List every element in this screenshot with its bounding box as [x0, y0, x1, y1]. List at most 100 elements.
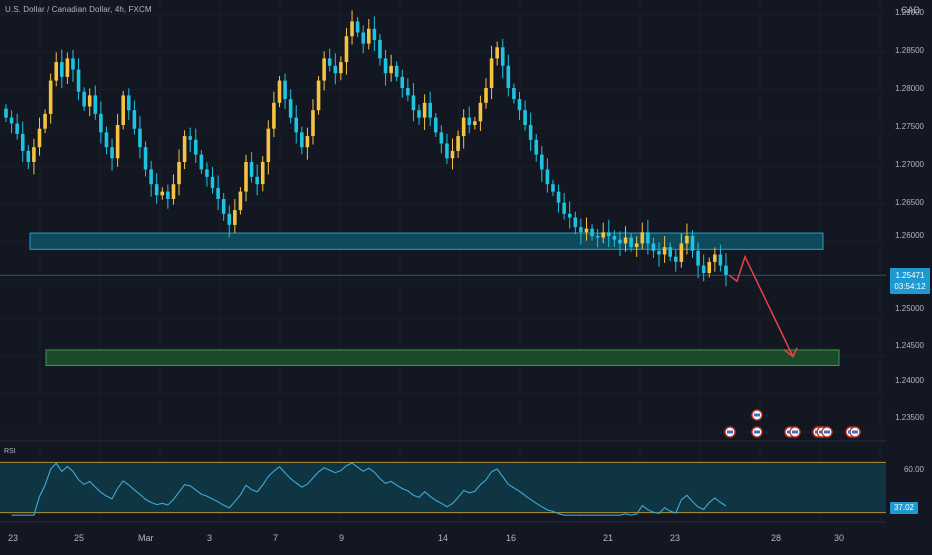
candle-down — [227, 213, 232, 225]
candle-down — [545, 169, 550, 185]
candle-down — [333, 65, 338, 74]
candle-down — [110, 147, 114, 159]
candle-down — [361, 32, 366, 44]
candle-up — [344, 36, 349, 63]
candle-down — [406, 88, 410, 96]
candle-down — [104, 132, 109, 148]
candle-down — [668, 247, 672, 257]
price-axis-label: 1.27500 — [895, 122, 924, 131]
candle-up — [707, 261, 712, 273]
candle-up — [484, 88, 488, 103]
candle-down — [433, 117, 438, 133]
date-axis-label: 23 — [8, 533, 19, 543]
candle-down — [612, 236, 617, 240]
candle-down — [221, 199, 226, 214]
candle-up — [87, 95, 92, 107]
candle-up — [272, 102, 276, 129]
rsi-level-label: 60.00 — [903, 465, 924, 474]
date-axis-label: 21 — [603, 533, 614, 543]
candle-down — [562, 202, 566, 214]
candle-up — [121, 95, 126, 125]
date-axis-label: 28 — [771, 533, 782, 543]
candle-down — [15, 123, 19, 134]
candle-up — [640, 232, 645, 244]
candle-down — [378, 39, 382, 59]
candle-down — [551, 184, 555, 192]
candle-down — [394, 65, 399, 77]
candle-up — [634, 243, 639, 248]
candle-down — [210, 176, 215, 188]
candle-down — [651, 243, 656, 251]
candle-down — [701, 265, 706, 273]
candle-down — [216, 187, 220, 199]
candle-down — [690, 236, 695, 251]
candle-up — [685, 236, 689, 244]
candle-down — [657, 250, 661, 255]
candle-down — [618, 239, 622, 244]
candle-up — [54, 62, 59, 81]
candle-down — [71, 58, 75, 70]
price-axis-label: 1.25000 — [895, 304, 924, 313]
price-axis-label: 1.28000 — [895, 84, 924, 93]
candle-down — [445, 143, 449, 159]
event-flag-icon — [727, 430, 733, 434]
candle-down — [76, 69, 81, 92]
candle-up — [461, 117, 466, 137]
candle-up — [339, 62, 343, 74]
candle-down — [517, 99, 522, 111]
candle-up — [65, 58, 70, 77]
candle-down — [400, 76, 405, 88]
date-axis-label: Mar — [138, 533, 154, 543]
candle-down — [673, 256, 678, 262]
candle-down — [132, 110, 137, 129]
candle-down — [512, 88, 516, 100]
candle-down — [355, 21, 360, 33]
candle-up — [495, 47, 499, 59]
candle-down — [138, 128, 142, 148]
candle-up — [662, 247, 667, 255]
support-zone — [45, 349, 840, 366]
date-axis-label: 23 — [670, 533, 681, 543]
candle-up — [322, 58, 326, 81]
candle-down — [93, 95, 98, 114]
candle-down — [646, 232, 650, 244]
candle-down — [567, 213, 572, 218]
current-price-badge: 1.25471 03:54:12 — [890, 268, 930, 294]
date-axis-label: 14 — [438, 533, 449, 543]
candle-down — [595, 236, 600, 238]
currency-label[interactable]: CAD — [900, 5, 920, 15]
candle-up — [160, 191, 165, 196]
candle-down — [718, 254, 723, 266]
candle-up — [43, 113, 47, 129]
candle-down — [724, 265, 728, 276]
candle-down — [99, 113, 103, 133]
symbol-title: U.S. Dollar / Canadian Dollar, 4h, FXCM — [5, 5, 152, 14]
candle-up — [679, 243, 684, 262]
candle-up — [305, 136, 310, 148]
candle-up — [266, 128, 271, 162]
resistance-zone — [29, 232, 824, 250]
candle-down — [82, 91, 86, 107]
candle-down — [166, 191, 170, 199]
candle-down — [534, 139, 539, 155]
rsi-line — [11, 462, 727, 516]
candle-up — [115, 125, 120, 159]
candle-down — [26, 150, 31, 162]
date-axis-label: 16 — [506, 533, 517, 543]
candle-up — [311, 110, 315, 137]
bar-countdown: 03:54:12 — [894, 282, 926, 291]
event-flag-icon — [852, 430, 858, 434]
price-axis-label: 1.27000 — [895, 160, 924, 169]
candle-down — [149, 169, 153, 185]
candle-up — [182, 136, 187, 162]
candle-up — [456, 136, 460, 151]
candle-down — [188, 136, 192, 140]
candle-down — [193, 139, 198, 155]
date-axis-label: 25 — [74, 533, 85, 543]
candle-down — [60, 62, 64, 77]
candle-up — [422, 102, 427, 118]
candle-up — [37, 128, 42, 148]
candle-down — [528, 125, 533, 140]
